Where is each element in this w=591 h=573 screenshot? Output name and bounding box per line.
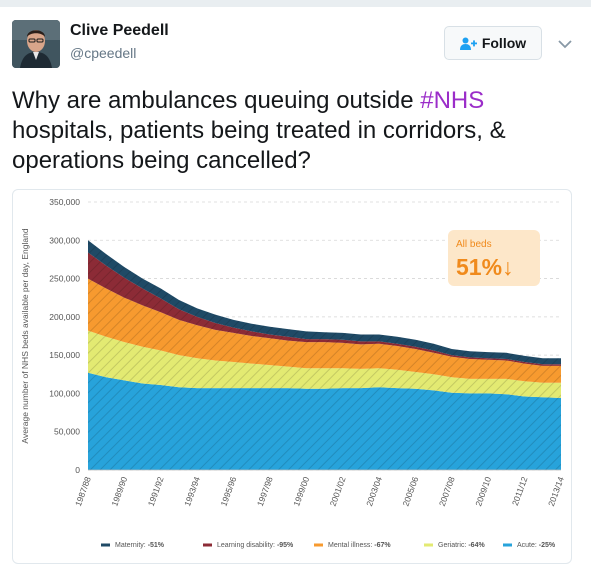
y-tick-label: 250,000 — [49, 274, 80, 284]
y-tick-label: 200,000 — [49, 312, 80, 322]
x-tick-label: 1997/98 — [255, 475, 275, 508]
legend-swatch — [503, 543, 512, 547]
legend-change: -25% — [539, 542, 556, 549]
x-tick-label: 2007/08 — [437, 475, 457, 508]
legend-item-learning-disability: Learning disability: -95% — [203, 542, 294, 549]
area-hatch-maternity — [88, 240, 561, 365]
top-border — [0, 0, 591, 7]
x-tick-label: 1991/92 — [146, 475, 166, 508]
legend-label: Mental illness: -67% — [328, 542, 391, 549]
follow-button[interactable]: Follow — [444, 26, 542, 60]
avatar-image — [12, 20, 60, 68]
area-mental-illness — [88, 278, 561, 383]
add-user-icon — [459, 37, 477, 50]
x-tick-label: 2011/12 — [510, 475, 530, 507]
tweet-text-end: hospitals, patients being treated in cor… — [12, 117, 506, 174]
legend-item-acute: Acute: -25% — [503, 542, 556, 549]
area-acute — [88, 372, 561, 470]
area-hatch-mental-illness — [88, 278, 561, 383]
legend-item-geriatric: Geriatric: -64% — [424, 542, 485, 549]
annotation-value: 51%↓ — [456, 254, 514, 280]
legend-label: Acute: -25% — [517, 542, 556, 549]
x-tick-label: 1989/90 — [109, 475, 129, 508]
legend-change: -95% — [277, 542, 294, 549]
x-tick-label: 2013/14 — [546, 475, 566, 508]
x-tick-label: 2001/02 — [328, 475, 348, 508]
y-tick-label: 100,000 — [49, 388, 80, 398]
legend-item-mental-illness: Mental illness: -67% — [314, 542, 391, 549]
hashtag-link[interactable]: #NHS — [420, 87, 485, 114]
tweet-media[interactable]: 0 50,000 100,000 150,000 200,000 250,000 300,0… — [12, 189, 572, 564]
legend-label: Maternity: -51% — [115, 542, 165, 549]
area-maternity — [88, 240, 561, 365]
tweet-text: Why are ambulances queuing outside #NHS … — [12, 86, 582, 176]
y-tick-label: 350,000 — [49, 197, 80, 207]
x-tick-label: 1999/00 — [291, 475, 311, 508]
legend-swatch — [101, 543, 110, 547]
legend-swatch — [424, 543, 433, 547]
more-options[interactable] — [558, 36, 572, 54]
legend-swatch — [203, 543, 212, 547]
area-hatch-geriatric — [88, 330, 561, 398]
y-tick-label: 150,000 — [49, 350, 80, 360]
legend-change: -51% — [148, 542, 165, 549]
legend-label: Geriatric: -64% — [438, 542, 485, 549]
all-beds-annotation: All beds 51%↓ — [448, 230, 540, 286]
y-tick-label: 300,000 — [49, 235, 80, 245]
area-geriatric — [88, 330, 561, 398]
x-tick-label: 1995/96 — [219, 475, 239, 508]
chevron-down-icon — [558, 40, 572, 49]
author-handle[interactable]: @cpeedell — [70, 45, 137, 61]
y-axis-label: Average number of NHS beds available per… — [20, 228, 30, 443]
area-hatch-acute — [88, 372, 561, 470]
x-tick-label: 2009/10 — [473, 475, 493, 508]
legend-item-maternity: Maternity: -51% — [101, 542, 165, 549]
legend-swatch — [314, 543, 323, 547]
bed-availability-chart: 0 50,000 100,000 150,000 200,000 250,000 300,0… — [20, 197, 566, 549]
y-tick-label: 0 — [75, 465, 80, 475]
x-tick-label: 1987/88 — [73, 475, 93, 508]
annotation-box — [448, 230, 540, 286]
follow-label: Follow — [481, 35, 527, 51]
legend-change: -64% — [468, 542, 485, 549]
tweet-text-start: Why are ambulances queuing outside — [12, 87, 421, 114]
x-tick-label: 2003/04 — [364, 475, 384, 508]
avatar[interactable] — [12, 20, 60, 68]
legend-change: -67% — [374, 542, 391, 549]
legend-label: Learning disability: -95% — [217, 542, 294, 549]
x-tick-label: 1993/94 — [182, 475, 202, 508]
annotation-label: All beds — [456, 239, 492, 250]
author-name[interactable]: Clive Peedell — [70, 22, 169, 39]
x-tick-label: 2005/06 — [400, 475, 420, 508]
y-tick-label: 50,000 — [54, 427, 80, 437]
